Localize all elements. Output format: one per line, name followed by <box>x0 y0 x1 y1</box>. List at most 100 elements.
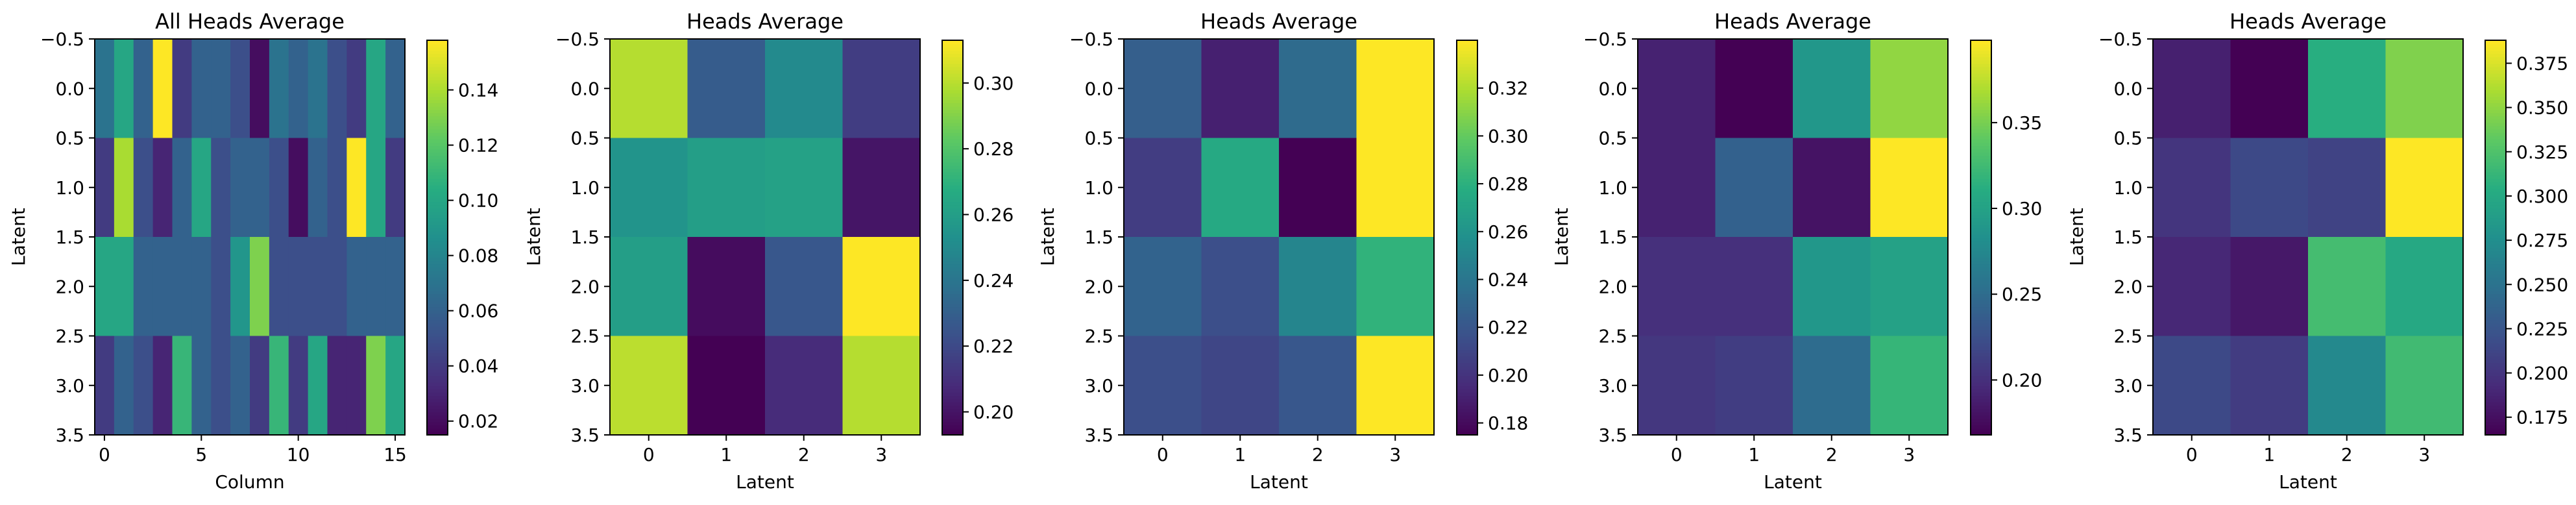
colorbar-segment <box>1457 300 1477 304</box>
colorbar-segment <box>1457 310 1477 314</box>
colorbar-segment <box>942 53 963 58</box>
colorbar-segment <box>942 323 963 327</box>
y-axis-label: Latent <box>1037 208 1058 266</box>
colorbar-segment <box>1971 244 1991 248</box>
colorbar-tick-label: 0.14 <box>458 80 498 101</box>
colorbar-segment <box>1971 264 1991 268</box>
colorbar-segment <box>2485 375 2506 380</box>
colorbar-segment <box>1457 99 1477 104</box>
colorbar-segment <box>427 283 448 288</box>
x-tick-label: 3 <box>1389 444 1401 465</box>
colorbar-segment <box>2485 198 2506 203</box>
colorbar-segment <box>1457 415 1477 419</box>
colorbar-frame <box>1456 40 1478 436</box>
colorbar-segment <box>1971 132 1991 136</box>
colorbar-segment <box>942 408 963 413</box>
colorbar-segment <box>427 319 448 324</box>
y-tick-label: 1.5 <box>2113 227 2143 248</box>
colorbar-segment <box>1971 208 1991 212</box>
y-tick-label: 3.0 <box>570 375 600 397</box>
colorbar-segment <box>427 69 448 74</box>
y-tick-label: 1.5 <box>570 227 600 248</box>
colorbar-segment <box>1971 125 1991 130</box>
colorbar-segment <box>1457 76 1477 80</box>
colorbar-segment <box>942 428 963 432</box>
colorbar-segment <box>2485 145 2506 149</box>
colorbar-segment <box>1971 234 1991 238</box>
colorbar-segment <box>942 181 963 186</box>
colorbar-segment <box>942 208 963 212</box>
heatmap-cell-r1-c3 <box>842 138 921 238</box>
colorbar-segment <box>1971 382 1991 386</box>
heatmap-cell-r2-c5 <box>191 237 212 337</box>
colorbar-segment <box>2485 230 2506 235</box>
colorbar-segment <box>2485 273 2506 278</box>
colorbar-segment <box>1457 158 1477 163</box>
colorbar-segment <box>2485 399 2506 403</box>
colorbar-segment <box>942 76 963 80</box>
heatmap-cell-r0-c12 <box>327 39 347 139</box>
y-tick-label: 3.0 <box>55 375 84 397</box>
colorbar-segment <box>2485 184 2506 189</box>
heatmap-cell-r0-c2 <box>1279 39 1357 139</box>
colorbar-segment <box>2485 418 2506 423</box>
y-tick-label: 2.5 <box>2113 326 2143 347</box>
colorbar-segment <box>427 221 448 225</box>
colorbar-segment <box>1971 224 1991 228</box>
colorbar-segment <box>2485 352 2506 357</box>
colorbar-segment <box>1457 412 1477 416</box>
colorbar-segment <box>942 332 963 337</box>
colorbar-segment <box>2485 267 2506 271</box>
colorbar-segment <box>1457 254 1477 258</box>
colorbar-frame <box>2485 40 2507 436</box>
colorbar-segment <box>2485 356 2506 360</box>
colorbar-segment <box>942 162 963 166</box>
colorbar-segment <box>2485 378 2506 383</box>
heatmap-cell-r2-c13 <box>346 237 367 337</box>
colorbar-segment <box>2485 280 2506 284</box>
colorbar-segment <box>942 254 963 258</box>
colorbar-segment <box>1457 224 1477 228</box>
colorbar-segment <box>2485 412 2506 416</box>
colorbar-segment <box>427 43 448 47</box>
colorbar-segment <box>1971 356 1991 360</box>
y-tick-label: 3.5 <box>1084 425 1113 446</box>
heatmap-cell-r2-c0 <box>1638 237 1716 337</box>
colorbar-tick-label: 0.175 <box>2516 407 2568 428</box>
colorbar-segment <box>942 356 963 360</box>
x-tick-label: 2 <box>2341 444 2353 465</box>
colorbar-segment <box>1457 362 1477 367</box>
heatmap-panel-5: 0 1 2 3 −0.5 0.0 0.5 1.0 1.5 2.0 2.5 3.0 3.5 Heads Av… <box>2066 9 2568 493</box>
colorbar-segment <box>942 188 963 192</box>
heatmap-cell-r3-c6 <box>211 336 231 436</box>
colorbar-segment <box>2485 244 2506 248</box>
colorbar-segment <box>427 152 448 156</box>
colorbar-tick-label: 0.250 <box>2516 274 2568 295</box>
colorbar-segment <box>2485 116 2506 120</box>
colorbar-segment <box>1971 198 1991 203</box>
colorbar-segment <box>1457 428 1477 432</box>
colorbar-segment <box>1457 247 1477 252</box>
colorbar-segment <box>1971 69 1991 74</box>
colorbar-segment <box>1457 332 1477 337</box>
colorbar-segment <box>2485 155 2506 160</box>
colorbar-segment <box>942 257 963 262</box>
colorbar-frame <box>1970 40 1992 436</box>
colorbar-segment <box>427 257 448 262</box>
colorbar-segment <box>427 362 448 367</box>
colorbar-segment <box>942 40 963 44</box>
colorbar-segment <box>427 352 448 357</box>
colorbar-segment <box>427 60 448 64</box>
colorbar-segment <box>1457 277 1477 281</box>
colorbar-segment <box>2485 310 2506 314</box>
colorbar-segment <box>427 204 448 209</box>
colorbar-segment <box>942 73 963 77</box>
colorbar-segment <box>2485 405 2506 410</box>
colorbar-segment <box>2485 47 2506 51</box>
colorbar-segment <box>427 247 448 252</box>
colorbar-segment <box>2485 158 2506 163</box>
colorbar-segment <box>1971 326 1991 330</box>
colorbar-segment <box>1971 227 1991 232</box>
colorbar-segment <box>1457 392 1477 396</box>
colorbar-segment <box>427 66 448 71</box>
